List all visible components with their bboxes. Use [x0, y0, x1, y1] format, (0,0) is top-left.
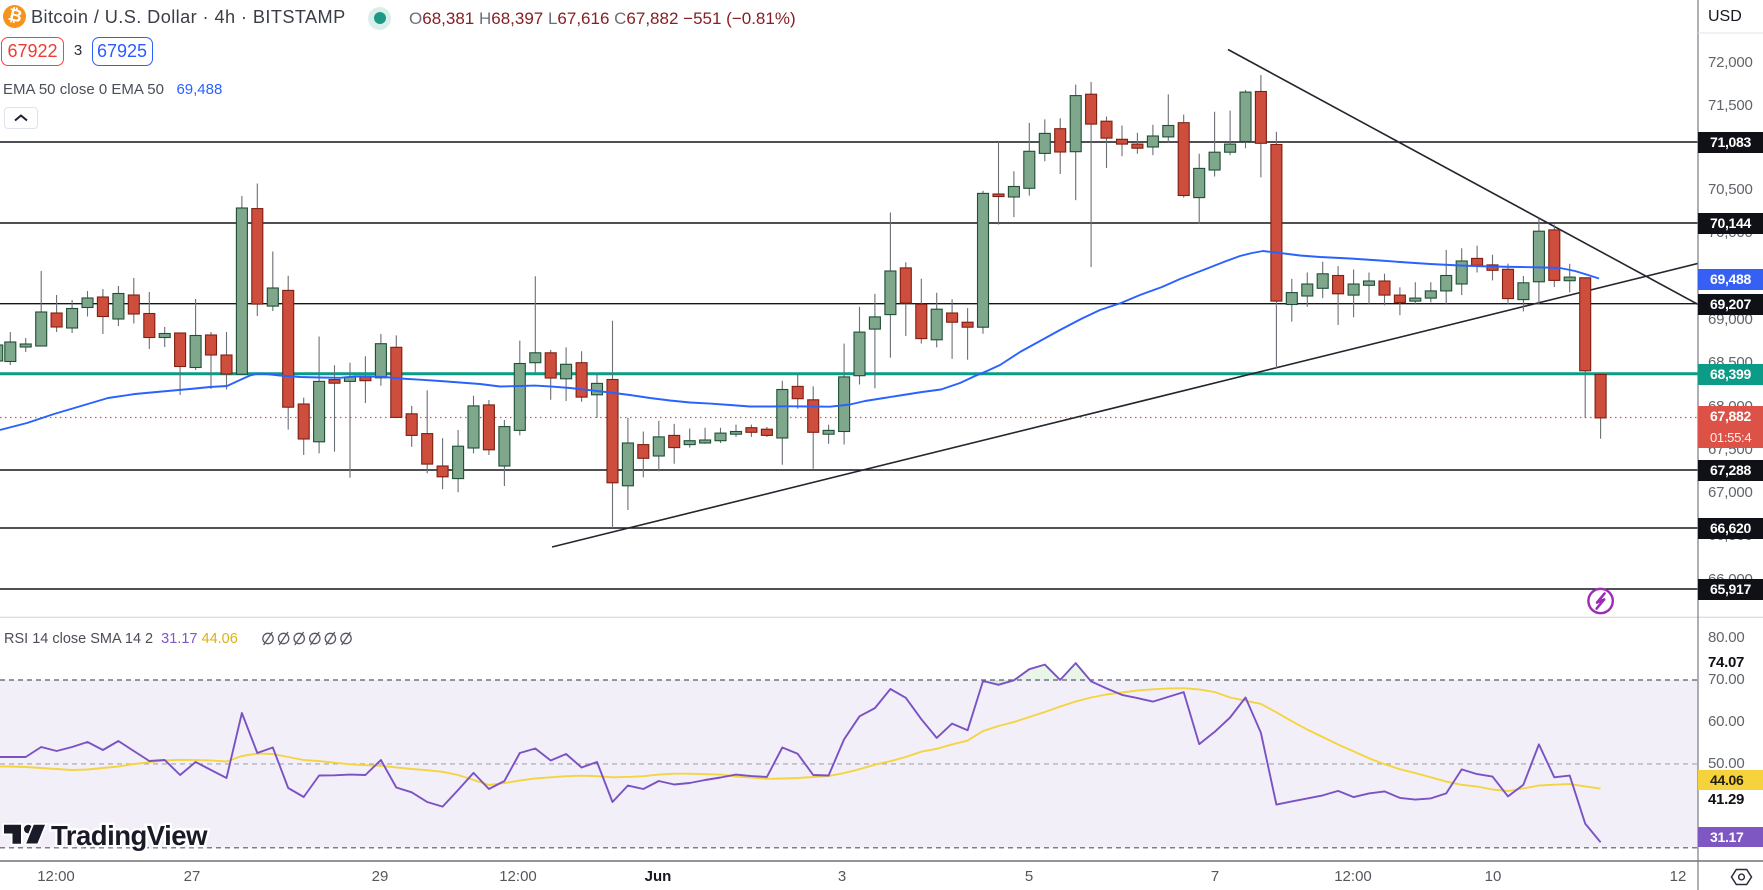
svg-text:TradingView: TradingView [51, 820, 208, 851]
